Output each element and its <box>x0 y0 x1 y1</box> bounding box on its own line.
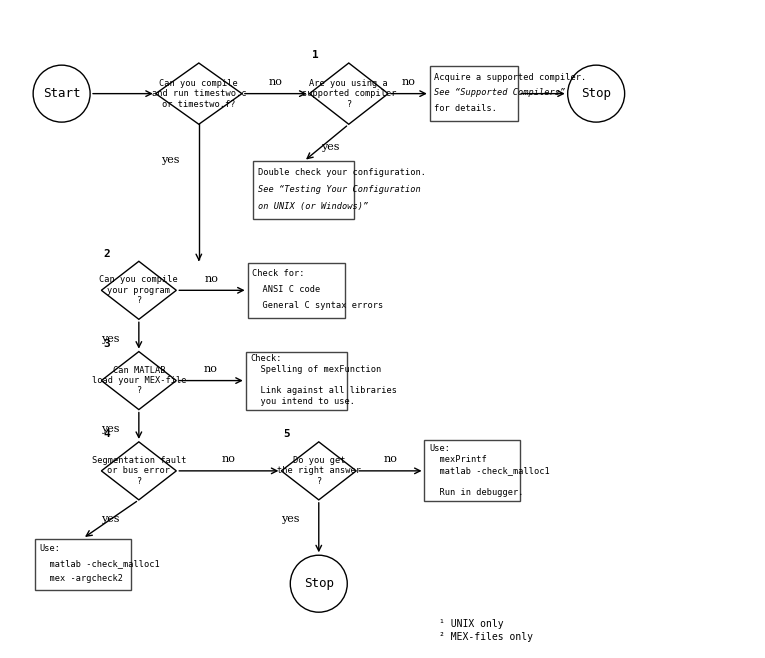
Text: you intend to use.: you intend to use. <box>250 397 355 406</box>
Text: yes: yes <box>281 515 300 524</box>
Text: Can you compile
and run timestwo.c
or timestwo.f?: Can you compile and run timestwo.c or ti… <box>151 79 246 109</box>
Text: 3: 3 <box>103 339 110 349</box>
Text: yes: yes <box>101 515 119 524</box>
Text: Spelling of mexFunction: Spelling of mexFunction <box>250 365 382 374</box>
Bar <box>34 538 131 590</box>
Text: matlab -check_malloc1: matlab -check_malloc1 <box>39 559 160 568</box>
Text: Acquire a supported compiler.: Acquire a supported compiler. <box>435 72 587 82</box>
Bar <box>253 161 354 219</box>
Text: 4: 4 <box>103 429 110 440</box>
Text: Can MATLAB
load your MEX-file
?: Can MATLAB load your MEX-file ? <box>92 366 186 395</box>
Text: yes: yes <box>101 424 119 434</box>
Text: Run in debugger.: Run in debugger. <box>429 488 523 497</box>
Text: Stop: Stop <box>304 577 334 590</box>
Text: ¹ UNIX only: ¹ UNIX only <box>438 619 503 629</box>
Text: no: no <box>269 77 282 87</box>
Text: Stop: Stop <box>581 87 611 100</box>
Bar <box>430 66 518 121</box>
Text: no: no <box>222 454 236 465</box>
Text: Use:: Use: <box>39 544 60 553</box>
Text: mexPrintf: mexPrintf <box>429 455 487 464</box>
Text: no: no <box>383 454 397 465</box>
Text: Start: Start <box>43 87 80 100</box>
Text: See “Testing Your Configuration: See “Testing Your Configuration <box>258 185 421 194</box>
Text: Check:: Check: <box>250 355 282 363</box>
Text: no: no <box>402 77 416 87</box>
Text: 5: 5 <box>284 429 290 440</box>
Bar <box>425 440 520 501</box>
Text: Are you using a
supported compiler
?: Are you using a supported compiler ? <box>301 79 396 109</box>
Text: 2: 2 <box>103 249 110 259</box>
Text: General C syntax errors: General C syntax errors <box>252 301 383 310</box>
Text: yes: yes <box>321 142 339 152</box>
Text: See “Supported Compilers”: See “Supported Compilers” <box>435 88 565 97</box>
Text: 1: 1 <box>311 51 318 61</box>
Text: Link against all libraries: Link against all libraries <box>250 386 397 395</box>
Bar <box>246 351 347 409</box>
Text: Use:: Use: <box>429 443 450 453</box>
Text: ANSI C code: ANSI C code <box>252 285 321 294</box>
Text: Can you compile
your program
?: Can you compile your program ? <box>99 276 178 305</box>
Text: ² MEX-files only: ² MEX-files only <box>438 632 532 642</box>
Text: no: no <box>205 274 219 284</box>
Text: Segmentation fault
or bus error
?: Segmentation fault or bus error ? <box>92 456 186 486</box>
Text: for details.: for details. <box>435 104 497 113</box>
Text: yes: yes <box>161 155 180 164</box>
Text: mex -argcheck2: mex -argcheck2 <box>39 574 123 583</box>
Text: Double check your configuration.: Double check your configuration. <box>258 168 425 178</box>
Text: Check for:: Check for: <box>252 269 304 278</box>
Text: no: no <box>204 364 218 374</box>
Text: on UNIX (or Windows)”: on UNIX (or Windows)” <box>258 201 368 211</box>
Text: yes: yes <box>101 334 119 343</box>
Bar <box>248 263 345 318</box>
Text: matlab -check_malloc1: matlab -check_malloc1 <box>429 466 550 475</box>
Text: Do you get
the right answer
?: Do you get the right answer ? <box>277 456 361 486</box>
